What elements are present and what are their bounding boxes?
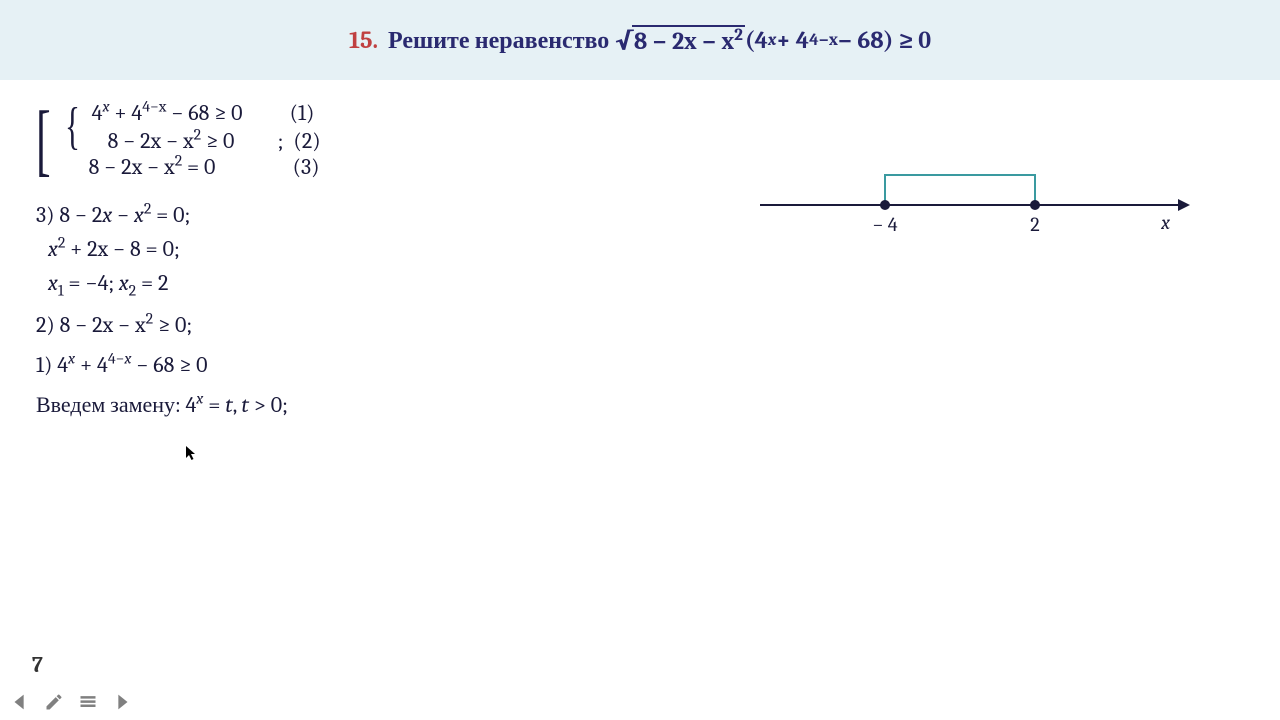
radical-icon: √	[615, 27, 634, 56]
sys-row-3: 8 − 2x − x2 = 0	[89, 154, 269, 180]
step-2-line: 2) 8 − 2x − x2 ≥ 0;	[36, 312, 1244, 338]
paren-open: (4	[745, 26, 768, 54]
mouse-cursor-icon	[186, 446, 198, 466]
tail: − 68) ≥ 0	[838, 26, 931, 54]
page-number: 7	[32, 652, 43, 678]
sys-tag-2: (2)	[293, 128, 320, 154]
problem-header: 15. Решите неравенство √ 8 − 2x − x2 (4x…	[0, 0, 1280, 80]
svg-text:− 4: − 4	[872, 213, 897, 236]
step-3-roots: x1 = −4; x2 = 2	[48, 270, 1244, 296]
prev-button[interactable]	[8, 690, 32, 714]
svg-text:x: x	[1160, 211, 1170, 234]
next-button[interactable]	[110, 690, 134, 714]
sqrt-expression: √ 8 − 2x − x2	[615, 25, 745, 55]
svg-text:2: 2	[1030, 213, 1039, 236]
sys-semi: ;	[278, 128, 284, 154]
problem-number: 15.	[349, 26, 378, 54]
number-line-diagram: − 4 2 x	[760, 165, 1190, 255]
sys-row-1: 4x + 44−x − 68 ≥ 0	[92, 100, 272, 126]
radicand-base: 8 − 2x − x	[634, 27, 734, 55]
prompt-prefix: Решите неравенство	[388, 26, 609, 55]
sys-tag-3: (3)	[293, 154, 320, 180]
sys-tag-1: (1)	[290, 100, 315, 126]
sys-row-2: 8 − 2x − x2 ≥ 0	[92, 128, 272, 154]
solution-body: [ { 4x + 44−x − 68 ≥ 0 (1) 8 − 2x − x2 ≥…	[36, 100, 1244, 426]
outer-bracket-icon: [	[36, 104, 51, 176]
plus: + 4	[776, 26, 809, 54]
notes-button[interactable]	[76, 690, 100, 714]
inner-brace-icon: {	[65, 103, 80, 151]
edit-button[interactable]	[42, 690, 66, 714]
bottom-toolbar	[8, 690, 134, 714]
substitution-line: Введем замену: 4x = t, t > 0;	[36, 392, 1244, 418]
step-1-line: 1) 4x + 44−x − 68 ≥ 0	[36, 352, 1244, 378]
